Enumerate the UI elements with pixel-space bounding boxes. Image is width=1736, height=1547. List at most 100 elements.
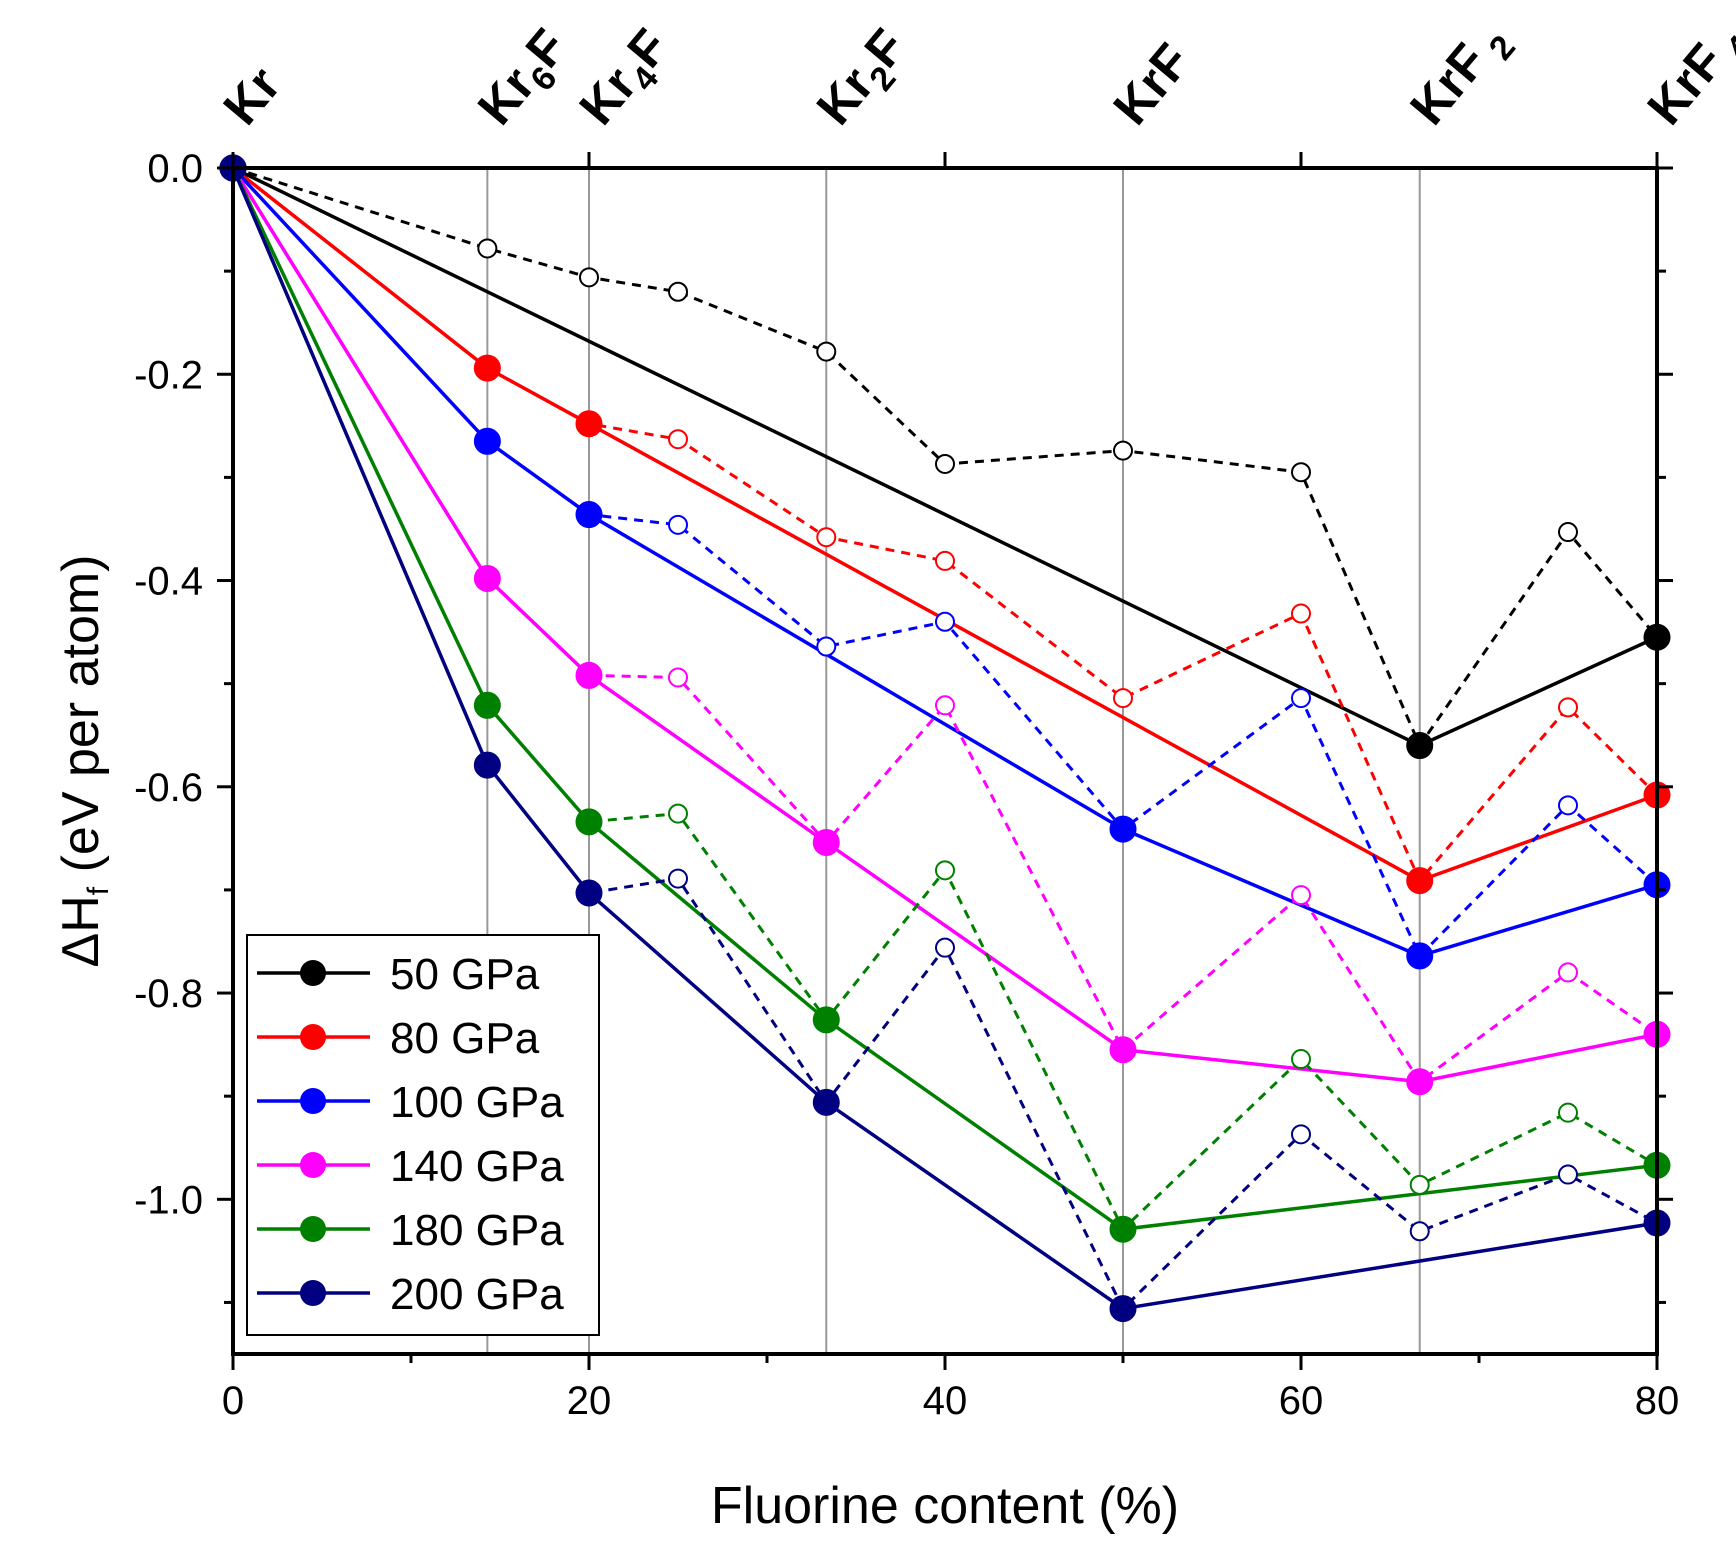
y-tick-label: -0.4 <box>134 560 203 604</box>
open-point <box>668 514 688 535</box>
x-tick-label: 60 <box>1279 1379 1324 1423</box>
legend-label: 140 GPa <box>390 1142 564 1191</box>
filled-point <box>473 564 501 592</box>
open-point <box>1558 697 1578 718</box>
open-point <box>935 453 955 474</box>
legend-item-200-gpa: 200 GPa <box>257 1270 564 1319</box>
compound-text: F <box>515 19 578 78</box>
compound-text: KrF <box>1637 33 1735 135</box>
open-point <box>1558 962 1578 983</box>
series-hull-line <box>231 167 1658 1311</box>
open-point <box>935 937 955 958</box>
open-point <box>935 611 955 632</box>
legend: 50 GPa 80 GPa 100 GPa 140 GPa 180 GPa 200 GPa <box>246 934 600 1336</box>
open-point <box>1558 1102 1578 1123</box>
compound-text: KrF <box>1399 33 1497 135</box>
compound-text: F <box>616 19 679 78</box>
open-point <box>668 281 688 302</box>
axis-ticks: 0 20 40 60 80 0.0 -0.2 -0.4 -0.6 -0.8 -1.0 <box>134 147 1679 1423</box>
open-point <box>935 860 955 881</box>
series-layer <box>219 154 1671 1323</box>
open-point <box>668 429 688 450</box>
legend-marker <box>300 1024 326 1050</box>
open-point <box>935 550 955 571</box>
y-tick-label: 0.0 <box>147 147 203 191</box>
filled-point <box>1109 815 1137 843</box>
open-point <box>1291 1124 1311 1145</box>
legend-label: 200 GPa <box>390 1270 564 1319</box>
legend-marker <box>300 1280 326 1306</box>
filled-point <box>812 828 840 856</box>
y-tick-label: -0.6 <box>134 766 203 810</box>
filled-point <box>1109 1295 1137 1323</box>
open-point <box>816 636 837 657</box>
filled-point <box>575 661 603 689</box>
legend-item-100-gpa: 100 GPa <box>257 1078 564 1127</box>
filled-point <box>1406 1068 1434 1096</box>
legend-label: 180 GPa <box>390 1206 564 1255</box>
y-axis-title-units: (eV per atom) <box>52 555 110 887</box>
filled-point <box>1406 732 1434 760</box>
filled-point <box>1109 1215 1137 1243</box>
series-dashed-line <box>232 166 1659 884</box>
open-point <box>816 527 837 548</box>
filled-point <box>1406 942 1434 970</box>
open-point <box>1291 1049 1311 1070</box>
open-point <box>1409 1221 1430 1242</box>
filled-point <box>473 751 501 779</box>
compound-label: Kr6F <box>467 19 584 141</box>
filled-point <box>812 1088 840 1116</box>
legend-item-80-gpa: 80 GPa <box>257 1014 540 1063</box>
x-axis-title: Fluorine content (%) <box>711 1477 1179 1535</box>
filled-point <box>575 808 603 836</box>
compound-label: KrF2 <box>1399 11 1523 141</box>
filled-point <box>575 410 603 438</box>
compound-label: Kr4F <box>569 19 686 141</box>
filled-point <box>575 501 603 529</box>
y-axis-title-symbol: ΔH <box>52 895 110 967</box>
compound-text: F <box>854 19 917 78</box>
open-point <box>668 868 688 889</box>
open-point <box>1291 885 1311 906</box>
open-point <box>1113 440 1133 461</box>
legend-marker <box>300 1088 326 1114</box>
series-hull-line <box>231 167 1658 1232</box>
series-hull-line <box>231 166 1658 883</box>
open-point <box>668 667 688 688</box>
open-point <box>1558 1164 1578 1185</box>
y-tick-label: -0.8 <box>134 972 203 1016</box>
open-point <box>1291 603 1311 624</box>
compound-guide-lines <box>486 168 1421 1354</box>
open-point <box>579 267 599 288</box>
y-tick-label: -1.0 <box>134 1178 203 1222</box>
open-point <box>1558 522 1578 543</box>
x-tick-label: 0 <box>222 1379 244 1423</box>
legend-label: 50 GPa <box>390 950 540 999</box>
filled-point <box>473 354 501 382</box>
open-point <box>1113 688 1133 709</box>
legend-item-180-gpa: 180 GPa <box>257 1206 564 1255</box>
x-tick-label: 20 <box>567 1379 612 1423</box>
compound-text: KrF <box>1103 33 1201 135</box>
series-hull-line <box>231 166 1658 958</box>
legend-marker <box>300 1216 326 1242</box>
open-point <box>477 238 498 259</box>
filled-point <box>812 1006 840 1034</box>
filled-point <box>473 691 501 719</box>
legend-marker <box>300 1152 326 1178</box>
legend-marker <box>300 960 326 986</box>
legend-item-140-gpa: 140 GPa <box>257 1142 564 1191</box>
filled-point <box>575 879 603 907</box>
compound-label: KrF <box>1103 33 1201 135</box>
open-point <box>1291 462 1311 483</box>
open-point <box>668 803 688 824</box>
open-point <box>816 341 837 362</box>
legend-box <box>246 934 600 1336</box>
open-point <box>1291 688 1311 709</box>
legend-label: 100 GPa <box>390 1078 564 1127</box>
filled-point <box>1109 1036 1137 1064</box>
compound-label: KrF4 <box>1637 11 1736 141</box>
y-tick-label: -0.2 <box>134 353 203 397</box>
filled-point <box>473 427 501 455</box>
